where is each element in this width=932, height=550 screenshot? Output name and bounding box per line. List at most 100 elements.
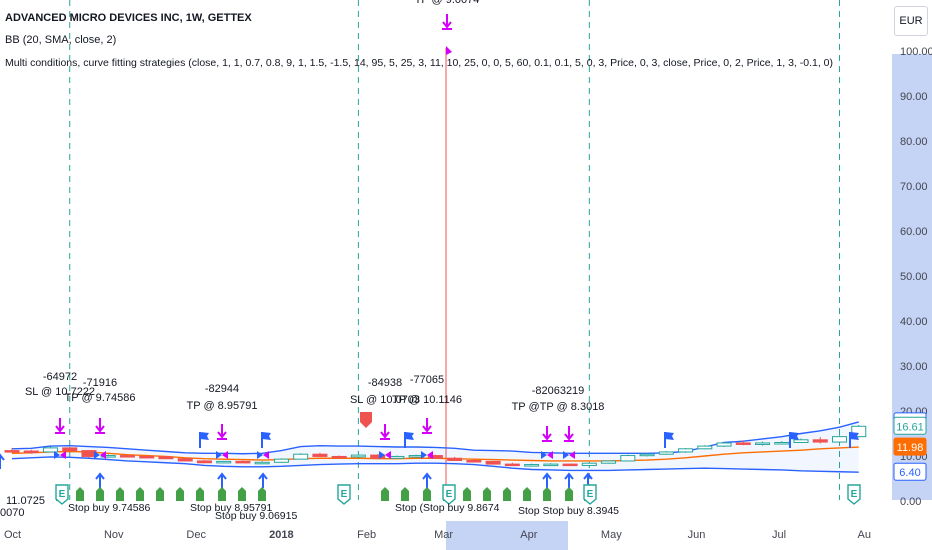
flag-icon xyxy=(850,432,859,440)
short-entry-arrow-head xyxy=(55,425,65,433)
x-tick-label: Au xyxy=(858,529,871,541)
x-tick-label: Nov xyxy=(104,529,124,541)
event-badge-icon: E xyxy=(847,484,861,505)
buy-signal-marker xyxy=(196,487,204,501)
candle-body xyxy=(447,457,463,461)
x-tick-label: Jul xyxy=(772,529,786,541)
short-entry-arrow-head xyxy=(95,425,105,433)
stop-buy-label: Stop buy 8.95791 xyxy=(190,502,272,514)
buy-signal-marker xyxy=(483,487,491,501)
candle-body xyxy=(735,442,751,445)
candle-body xyxy=(293,453,309,460)
candle-body xyxy=(851,425,867,438)
buy-signal-marker xyxy=(543,487,551,501)
candle-body xyxy=(485,460,501,465)
position-marker-right xyxy=(222,451,228,459)
flag-icon xyxy=(665,432,674,440)
y-tick-label: 100.00 xyxy=(900,46,932,58)
position-marker-left xyxy=(216,451,222,459)
x-tick-label: Jun xyxy=(688,529,706,541)
stop-loss-label: SL @ 10.7222 xyxy=(25,386,95,398)
candle-body xyxy=(427,455,443,459)
y-tick-label: 80.00 xyxy=(900,136,928,148)
buy-signal-marker xyxy=(136,487,144,501)
candle-body xyxy=(601,460,617,464)
flag-icon xyxy=(405,432,414,440)
x-tick-label: Dec xyxy=(186,529,206,541)
bb-lower-price-tag-box xyxy=(893,462,927,481)
short-entry-marker xyxy=(95,418,105,434)
top-tp-label: TP @ 9.0074 xyxy=(415,0,480,6)
short-entry-marker xyxy=(442,14,452,30)
stop-buy-label: Stop buy 9.06915 xyxy=(215,510,297,522)
candle-body xyxy=(196,460,212,464)
candle-body xyxy=(273,458,289,463)
trade-pnl-label: -77065 xyxy=(410,374,444,386)
candle-body xyxy=(658,451,674,455)
long-entry-arrow-head xyxy=(0,453,5,461)
candle-body xyxy=(139,455,155,459)
x-tick-label: May xyxy=(601,529,622,541)
candle-body xyxy=(312,453,328,457)
trade-pnl-label: -84938 xyxy=(368,377,402,389)
long-entry-arrow-head xyxy=(583,472,593,480)
long-entry-marker xyxy=(258,472,268,488)
take-profit-label: TP @ 10.1146 xyxy=(392,394,462,406)
candle-body xyxy=(678,448,694,453)
last-price-tag-text: 16.61 xyxy=(896,421,924,433)
short-entry-arrow-head xyxy=(542,433,552,441)
candle-body xyxy=(119,455,135,458)
candle-body xyxy=(639,453,655,457)
y-tick-label: 30.00 xyxy=(900,361,928,373)
price-annotation-label: 11.0725 xyxy=(6,495,45,507)
y-tick-label: 90.00 xyxy=(900,91,928,103)
short-marker-triangle xyxy=(446,46,452,55)
short-entry-marker xyxy=(564,426,574,442)
bb-lower-price-tag: 6.40 xyxy=(893,462,927,481)
bb-indicator-legend[interactable]: BB (20, SMA, close, 2) xyxy=(5,34,117,46)
event-badge-icon: E xyxy=(583,484,597,505)
trade-pnl-label: -71916 xyxy=(83,377,117,389)
long-entry-marker xyxy=(95,472,105,488)
candle-body xyxy=(543,463,559,467)
x-tick-label: Oct xyxy=(4,529,21,541)
buy-signal-marker xyxy=(565,487,573,501)
position-marker-left xyxy=(379,451,385,459)
candle-body xyxy=(216,460,232,464)
position-marker-right xyxy=(100,451,106,459)
y-tick-label: 70.00 xyxy=(900,181,928,193)
stop-buy-label: Stop Stop buy 8.3945 xyxy=(518,505,619,517)
position-marker-left xyxy=(541,451,547,459)
buy-signal-marker xyxy=(218,487,226,501)
candle-body xyxy=(23,450,39,454)
time-scale-range-highlight xyxy=(446,521,568,550)
candle-body xyxy=(100,455,116,458)
buy-signal-marker xyxy=(176,487,184,501)
position-marker-left xyxy=(563,451,569,459)
buy-signal-marker xyxy=(423,487,431,501)
long-entry-arrow-head xyxy=(217,472,227,480)
position-marker-right xyxy=(385,451,391,459)
buy-signal-marker xyxy=(401,487,409,501)
candle-body xyxy=(350,454,366,458)
x-tick-label: 2018 xyxy=(269,529,293,541)
buy-signal-marker xyxy=(523,487,531,501)
short-entry-arrow-head xyxy=(380,431,390,439)
buy-signal-marker xyxy=(258,487,266,501)
short-entry-arrow-head xyxy=(217,431,227,439)
candle-body xyxy=(620,455,636,462)
trade-pnl-label: -82944 xyxy=(205,383,239,395)
candle-body xyxy=(504,463,520,467)
bb-basis-price-tag: 11.98 xyxy=(893,437,927,456)
last-price-tag-box xyxy=(893,416,927,435)
event-badge-letter: E xyxy=(446,489,453,500)
event-badge-shape xyxy=(442,484,456,505)
y-tick-label: 50.00 xyxy=(900,271,928,283)
position-marker-left xyxy=(94,451,100,459)
currency-button[interactable]: EUR xyxy=(894,6,928,36)
event-badge-shape xyxy=(847,484,861,505)
strategy-legend[interactable]: Multi conditions, curve fitting strategi… xyxy=(5,57,834,69)
candle-body xyxy=(466,460,482,463)
x-tick-label: Feb xyxy=(357,529,376,541)
